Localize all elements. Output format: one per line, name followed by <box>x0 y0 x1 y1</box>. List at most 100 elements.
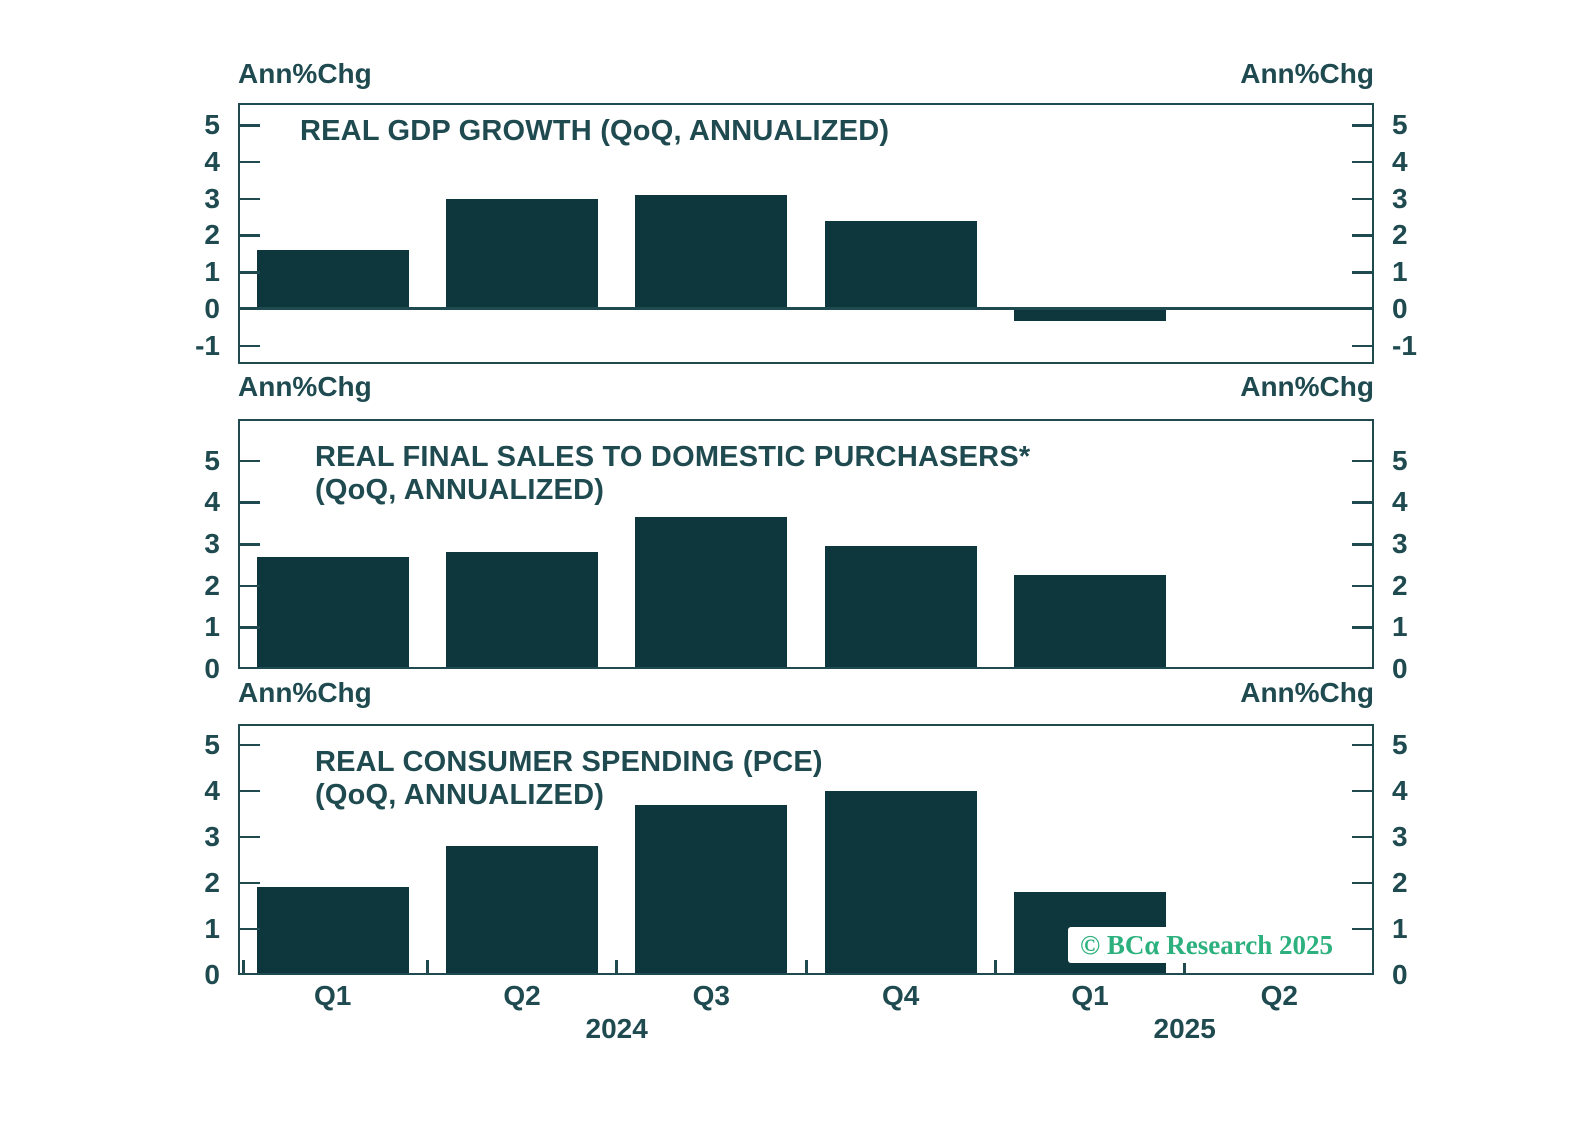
bar-real-gdp-growth <box>1014 310 1166 322</box>
y-axis-tick-left <box>240 197 260 201</box>
y-tick-label-left: 0 <box>204 653 220 684</box>
panel-frame-real-final-sales <box>238 419 1374 669</box>
y-axis-tick-left <box>240 835 260 839</box>
y-tick-label-left: 4 <box>204 145 220 177</box>
y-axis-tick-right <box>1352 234 1372 237</box>
y-tick-label-right: 3 <box>1392 182 1408 214</box>
y-tick-label-right: -1 <box>1392 329 1417 361</box>
y-tick-label-left: 3 <box>204 820 220 852</box>
axis-unit-label-right: Ann%Chg <box>1240 371 1374 402</box>
quarter-boundary-tick <box>615 960 619 973</box>
x-quarter-label: Q1 <box>1071 980 1109 1011</box>
y-tick-label-left: 2 <box>204 866 220 898</box>
bar-real-gdp-growth <box>256 250 409 309</box>
y-tick-label-left: 1 <box>204 611 220 643</box>
axis-unit-label-right: Ann%Chg <box>1240 677 1374 708</box>
x-year-label: 2025 <box>1153 1013 1216 1044</box>
y-axis-tick-right <box>1352 501 1372 504</box>
y-axis-tick-left <box>240 743 260 747</box>
quarter-boundary-tick <box>241 960 245 973</box>
y-tick-label-left: 1 <box>204 912 220 944</box>
y-tick-label-right: 4 <box>1392 486 1408 518</box>
zero-line <box>238 307 1374 311</box>
y-tick-label-right: 0 <box>1392 292 1408 324</box>
y-tick-label-left: 2 <box>204 219 220 251</box>
panel-title-line: REAL FINAL SALES TO DOMESTIC PURCHASERS* <box>315 441 1031 473</box>
panel-title-line: REAL GDP GROWTH (QoQ, ANNUALIZED) <box>300 115 890 147</box>
y-axis-tick-right <box>1352 743 1372 747</box>
y-axis-tick-left <box>240 927 260 931</box>
quarter-boundary-tick <box>425 960 429 973</box>
bar-real-final-sales <box>824 546 977 667</box>
y-tick-label-right: 1 <box>1392 912 1408 944</box>
axis-unit-label-right: Ann%Chg <box>1240 58 1374 89</box>
bar-real-gdp-growth <box>446 198 598 309</box>
quarter-boundary-tick <box>804 960 808 973</box>
panel-frame-real-consumer-spending <box>238 724 1374 975</box>
bca-research-watermark: © BCα Research 2025 <box>1068 927 1345 963</box>
x-year-label: 2024 <box>585 1013 648 1044</box>
panel-title-line: REAL CONSUMER SPENDING (PCE) <box>315 746 823 778</box>
y-axis-tick-left <box>240 584 260 588</box>
y-tick-label-right: 5 <box>1392 444 1408 476</box>
y-axis-tick-right <box>1352 927 1372 931</box>
y-tick-label-right: 2 <box>1392 219 1408 251</box>
y-axis-tick-right <box>1352 789 1372 793</box>
y-axis-tick-right <box>1352 124 1372 127</box>
y-axis-tick-left <box>240 124 260 127</box>
y-tick-label-right: 0 <box>1392 959 1408 990</box>
x-quarter-label: Q4 <box>881 980 920 1011</box>
quarter-boundary-tick <box>1183 960 1187 973</box>
y-axis-tick-left <box>240 501 260 504</box>
y-axis-tick-left <box>240 160 260 164</box>
bar-real-gdp-growth <box>824 220 977 309</box>
axis-unit-label-left: Ann%Chg <box>238 371 372 402</box>
x-quarter-label: Q3 <box>692 980 730 1011</box>
y-tick-label-right: 1 <box>1392 611 1408 643</box>
y-tick-label-left: -1 <box>195 329 220 361</box>
y-axis-tick-left <box>240 789 260 793</box>
y-tick-label-right: 2 <box>1392 569 1408 601</box>
y-axis-tick-left <box>240 459 260 463</box>
bar-real-final-sales <box>1014 575 1166 667</box>
y-tick-label-left: 4 <box>204 486 220 518</box>
y-tick-label-left: 1 <box>204 256 220 288</box>
panel-title-line: (QoQ, ANNUALIZED) <box>315 474 605 506</box>
y-tick-label-right: 1 <box>1392 256 1408 288</box>
y-tick-label-left: 4 <box>204 774 220 806</box>
y-axis-tick-right <box>1352 835 1372 839</box>
y-tick-label-left: 2 <box>204 569 220 601</box>
y-tick-label-left: 5 <box>204 444 220 476</box>
y-axis-tick-left <box>240 344 260 348</box>
bar-real-final-sales <box>446 552 598 667</box>
y-tick-label-right: 4 <box>1392 145 1408 177</box>
y-axis-tick-left <box>240 234 260 237</box>
bar-real-final-sales <box>256 556 409 667</box>
axis-unit-label-left: Ann%Chg <box>238 58 372 89</box>
y-tick-label-right: 5 <box>1392 109 1408 141</box>
y-tick-label-right: 2 <box>1392 866 1408 898</box>
bar-real-gdp-growth <box>635 194 788 309</box>
y-axis-tick-left <box>240 881 260 885</box>
y-tick-label-right: 4 <box>1392 774 1408 806</box>
bar-real-consumer-spending <box>824 790 977 973</box>
y-axis-tick-right <box>1352 344 1372 348</box>
y-tick-label-right: 0 <box>1392 653 1408 684</box>
y-tick-label-right: 3 <box>1392 528 1408 559</box>
y-axis-tick-right <box>1352 160 1372 164</box>
y-axis-tick-right <box>1352 197 1372 201</box>
y-tick-label-left: 0 <box>204 959 220 990</box>
y-axis-tick-left <box>240 626 260 629</box>
bar-real-consumer-spending <box>256 887 409 973</box>
y-tick-label-right: 5 <box>1392 728 1408 760</box>
panel-frame-real-gdp-growth <box>238 103 1374 364</box>
panel-title-line: (QoQ, ANNUALIZED) <box>315 779 605 811</box>
y-axis-tick-left <box>240 271 260 274</box>
quarter-boundary-tick <box>993 960 997 973</box>
x-quarter-label: Q2 <box>503 980 541 1011</box>
y-tick-label-left: 5 <box>204 728 220 760</box>
y-axis-tick-right <box>1352 459 1372 463</box>
y-axis-tick-right <box>1352 271 1372 274</box>
y-tick-label-left: 5 <box>204 109 220 141</box>
